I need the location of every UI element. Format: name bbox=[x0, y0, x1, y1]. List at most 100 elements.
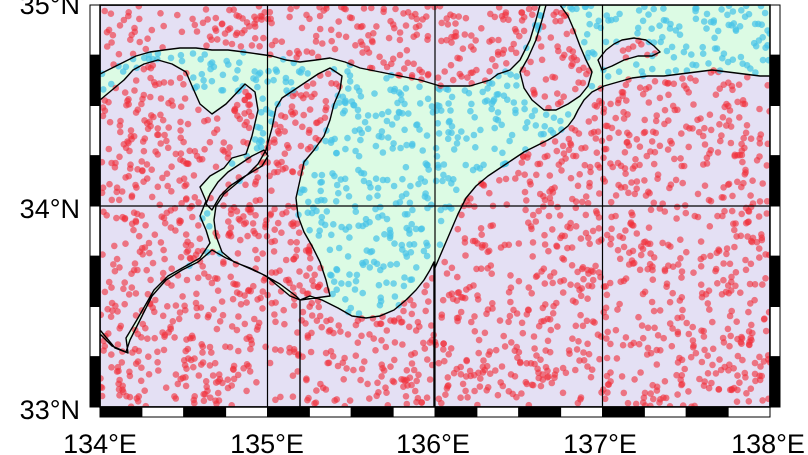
land-point bbox=[535, 207, 542, 215]
sea-point bbox=[236, 59, 243, 66]
sea-point bbox=[453, 140, 461, 147]
sea-point bbox=[359, 222, 367, 230]
land-point bbox=[709, 318, 716, 326]
land-point bbox=[411, 349, 419, 357]
land-point bbox=[477, 375, 484, 382]
land-point bbox=[688, 403, 695, 407]
land-point bbox=[492, 367, 499, 374]
land-point bbox=[370, 335, 378, 342]
land-point bbox=[666, 403, 674, 407]
land-point bbox=[191, 148, 199, 155]
land-point bbox=[279, 210, 286, 218]
land-point bbox=[294, 47, 301, 55]
land-point bbox=[387, 363, 394, 371]
land-point bbox=[352, 352, 360, 360]
land-point bbox=[183, 276, 191, 284]
land-point bbox=[643, 351, 651, 358]
land-point bbox=[199, 349, 206, 356]
land-point bbox=[541, 93, 549, 100]
land-point bbox=[500, 332, 508, 340]
sea-point bbox=[417, 225, 425, 233]
sea-point bbox=[670, 54, 678, 61]
sea-point bbox=[345, 280, 352, 288]
land-point bbox=[572, 322, 580, 330]
sea-point bbox=[468, 100, 475, 108]
land-point bbox=[587, 373, 595, 381]
land-point bbox=[537, 43, 545, 50]
land-point bbox=[152, 296, 159, 304]
sea-point bbox=[383, 117, 391, 125]
sea-point bbox=[381, 231, 388, 238]
land-point bbox=[725, 79, 732, 86]
land-point bbox=[118, 188, 126, 195]
land-point bbox=[737, 289, 744, 297]
land-point bbox=[532, 218, 540, 225]
land-point bbox=[237, 301, 245, 308]
frame-segment bbox=[89, 255, 101, 307]
land-point bbox=[314, 53, 322, 61]
land-point bbox=[617, 162, 625, 170]
sea-point bbox=[317, 187, 325, 195]
land-point bbox=[497, 379, 505, 386]
land-point bbox=[132, 312, 140, 319]
land-point bbox=[215, 378, 222, 385]
land-point bbox=[151, 334, 158, 342]
land-point bbox=[520, 153, 527, 160]
sea-point bbox=[513, 82, 520, 89]
land-point bbox=[309, 277, 316, 284]
sea-point bbox=[507, 71, 514, 78]
sea-point bbox=[355, 310, 363, 317]
land-point bbox=[129, 50, 137, 58]
land-point bbox=[584, 199, 592, 207]
sea-point bbox=[437, 217, 445, 225]
land-point bbox=[165, 329, 172, 336]
land-point bbox=[414, 318, 422, 326]
land-point bbox=[547, 199, 555, 207]
land-point bbox=[706, 306, 713, 313]
sea-point bbox=[366, 264, 374, 271]
land-point bbox=[277, 347, 285, 354]
land-point bbox=[744, 218, 751, 226]
land-point bbox=[108, 351, 115, 358]
land-point bbox=[559, 289, 567, 296]
land-point bbox=[602, 313, 610, 321]
land-point bbox=[731, 226, 738, 234]
land-point bbox=[577, 235, 585, 242]
land-point bbox=[268, 187, 275, 194]
land-point bbox=[155, 80, 163, 87]
land-point bbox=[544, 374, 551, 381]
land-point bbox=[299, 308, 307, 316]
land-point bbox=[244, 92, 252, 99]
land-point bbox=[117, 128, 124, 136]
land-point bbox=[233, 289, 241, 296]
sea-point bbox=[524, 119, 531, 126]
land-point bbox=[251, 23, 259, 30]
land-point bbox=[100, 347, 107, 354]
land-point bbox=[524, 306, 532, 314]
land-point bbox=[108, 364, 115, 371]
land-point bbox=[697, 263, 705, 270]
land-point bbox=[734, 352, 742, 360]
land-point bbox=[662, 394, 670, 402]
land-point bbox=[316, 12, 324, 20]
land-point bbox=[549, 73, 556, 81]
land-point bbox=[666, 184, 673, 192]
sea-point bbox=[201, 83, 208, 90]
sea-point bbox=[737, 53, 745, 61]
land-point bbox=[382, 343, 390, 351]
sea-point bbox=[406, 241, 413, 248]
land-point bbox=[672, 176, 680, 184]
land-point bbox=[558, 167, 565, 174]
sea-point bbox=[333, 181, 341, 189]
land-point bbox=[160, 246, 167, 254]
land-point bbox=[168, 163, 175, 170]
sea-point bbox=[633, 61, 640, 68]
sea-point bbox=[666, 25, 674, 32]
sea-point bbox=[710, 17, 718, 24]
sea-point bbox=[585, 11, 593, 18]
land-point bbox=[581, 161, 589, 169]
land-point bbox=[732, 269, 740, 276]
land-point bbox=[716, 121, 723, 128]
land-point bbox=[507, 371, 515, 378]
land-point bbox=[525, 401, 533, 407]
